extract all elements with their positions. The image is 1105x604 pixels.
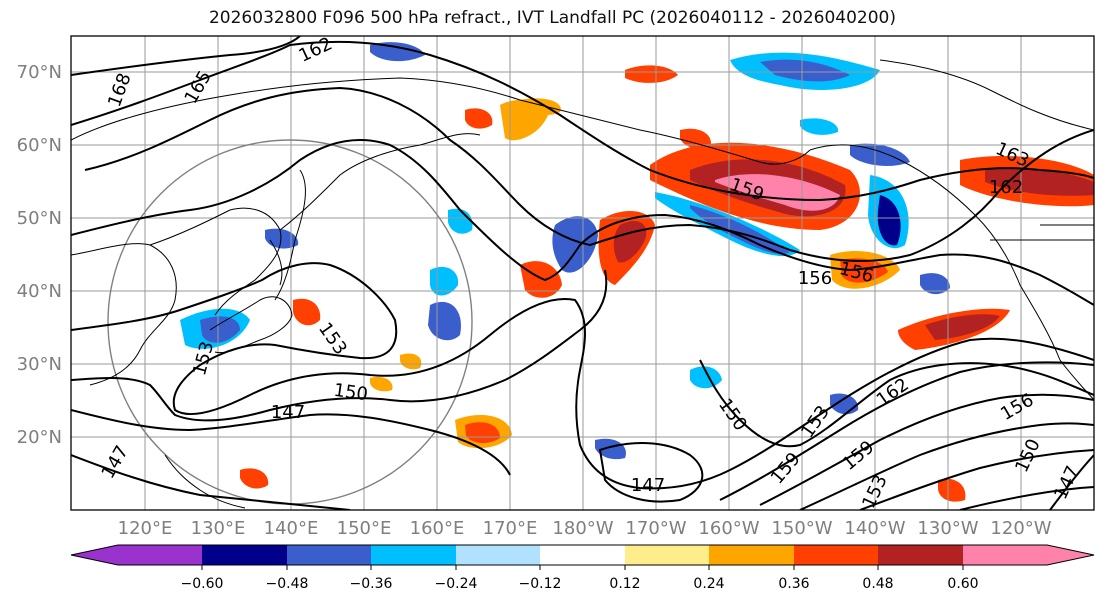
colorbar-bin	[625, 545, 709, 565]
colorbar-bin	[794, 545, 878, 565]
anomaly-shading	[180, 42, 1094, 502]
contour-label: 156	[798, 268, 832, 289]
colorbar-bin	[540, 545, 625, 565]
lat-tick-label: 40°N	[17, 281, 62, 302]
lat-tick-label: 60°N	[17, 135, 62, 156]
lon-tick-label: 140°E	[264, 518, 319, 539]
colorbar-bin	[202, 545, 287, 565]
colorbar-tick-label: 0.60	[947, 576, 978, 592]
colorbar-bin	[456, 545, 540, 565]
colorbar-bin	[287, 545, 371, 565]
height-contours	[71, 36, 1094, 510]
colorbar-tick-label: 0.12	[609, 576, 640, 592]
colorbar: −0.60 −0.48 −0.36 −0.24 −0.12 0.12 0.24 …	[70, 544, 1095, 592]
colorbar-tick-label: −0.60	[181, 576, 224, 592]
colorbar-tick-label: 0.24	[693, 576, 724, 592]
lon-tick-label: 140°W	[844, 518, 905, 539]
lon-tick-label: 130°W	[917, 518, 978, 539]
colorbar-bin	[118, 545, 202, 565]
contour-label: 162	[989, 177, 1023, 198]
lat-tick-label: 70°N	[17, 62, 62, 83]
colorbar-tick-label: −0.24	[435, 576, 478, 592]
colorbar-bin	[963, 545, 1047, 565]
lat-tick-label: 30°N	[17, 354, 62, 375]
colorbar-tick-label: −0.48	[266, 576, 309, 592]
lon-tick-label: 150°E	[337, 518, 392, 539]
lon-tick-label: 170°W	[625, 518, 686, 539]
colorbar-extend-low	[71, 545, 118, 565]
colorbar-extend-high	[1047, 545, 1094, 565]
colorbar-bin	[709, 545, 794, 565]
colorbar-tick-label: 0.36	[778, 576, 809, 592]
colorbar-outline	[70, 544, 1095, 566]
contour-label: 150	[332, 380, 369, 406]
lat-tick-label: 50°N	[17, 208, 62, 229]
map-frame	[70, 35, 1095, 511]
colorbar-tick-label: −0.36	[350, 576, 393, 592]
colorbar-bin	[878, 545, 963, 565]
lon-tick-label: 150°W	[771, 518, 832, 539]
lon-tick-label: 170°E	[483, 518, 538, 539]
lon-tick-label: 120°E	[118, 518, 173, 539]
lon-tick-label: 160°W	[698, 518, 759, 539]
coastlines	[71, 59, 1094, 509]
contour-label: 147	[631, 475, 665, 496]
contour-label: 147	[271, 402, 305, 423]
colorbar-tick-label: 0.48	[862, 576, 893, 592]
lat-tick-label: 20°N	[17, 427, 62, 448]
map-panel: 168 165 162 162 163 159 156 156 153 150 …	[71, 36, 1094, 510]
colorbar-bin	[371, 545, 456, 565]
colorbar-tick-label: −0.12	[519, 576, 562, 592]
graticule	[71, 36, 1094, 510]
lon-tick-label: 180°W	[552, 518, 613, 539]
lon-tick-label: 130°E	[191, 518, 246, 539]
lat-axis: 70°N 60°N 50°N 40°N 30°N 20°N	[17, 62, 62, 448]
figure-title: 2026032800 F096 500 hPa refract., IVT La…	[208, 8, 896, 28]
lon-tick-label: 120°W	[990, 518, 1051, 539]
lon-axis: 120°E 130°E 140°E 150°E 160°E 170°E 180°…	[118, 518, 1052, 539]
lon-tick-label: 160°E	[410, 518, 465, 539]
